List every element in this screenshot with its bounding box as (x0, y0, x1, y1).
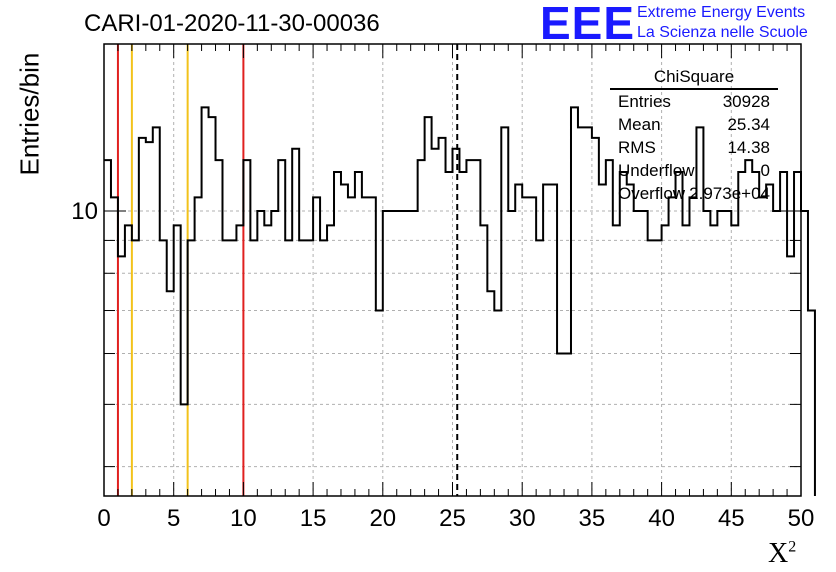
stats-row-rms: RMS 14.38 (610, 136, 778, 159)
histogram-series (104, 106, 816, 496)
stats-value: 0 (760, 161, 770, 180)
stats-row-entries: Entries 30928 (610, 90, 778, 113)
stats-value: 30928 (722, 92, 770, 111)
x-tick-label: 5 (167, 505, 180, 532)
stats-row-mean: Mean 25.34 (610, 113, 778, 136)
stats-label: Overflow (618, 184, 686, 203)
x-tick-label: 10 (230, 505, 257, 532)
stats-title: ChiSquare (610, 66, 778, 90)
stats-value: 2.973e+04 (689, 184, 770, 203)
x-tick-label: 0 (97, 505, 110, 532)
y-tick-label: 10 (71, 198, 98, 225)
chart-title: CARI-01-2020-11-30-00036 (84, 10, 380, 37)
stats-value: 25.34 (727, 115, 770, 134)
stats-row-overflow: Overflow 2.973e+04 (610, 182, 778, 205)
stats-value: 14.38 (727, 138, 770, 157)
x-tick-label: 25 (439, 505, 466, 532)
stats-row-underflow: Underflow 0 (610, 159, 778, 182)
logo-line-1: Extreme Energy Events (637, 4, 806, 21)
eee-logo: EEE (540, 0, 636, 49)
x-tick-label: 40 (648, 505, 675, 532)
logo-line-2: La Scienza nelle Scuole (637, 24, 808, 41)
stats-label: Entries (618, 92, 671, 111)
x-tick-label: 35 (579, 505, 606, 532)
x-tick-label: 30 (509, 505, 536, 532)
x-tick-label: 15 (300, 505, 327, 532)
x-tick-label: 50 (788, 505, 815, 532)
stats-label: Mean (618, 115, 661, 134)
y-axis-label: Entries/bin (14, 52, 45, 176)
x-axis-label: X2 (768, 538, 797, 569)
x-tick-label: 20 (369, 505, 396, 532)
stats-label: RMS (618, 138, 656, 157)
stats-label: Underflow (618, 161, 695, 180)
x-tick-label: 45 (718, 505, 745, 532)
stats-box: ChiSquare Entries 30928 Mean 25.34 RMS 14.3… (610, 66, 778, 205)
